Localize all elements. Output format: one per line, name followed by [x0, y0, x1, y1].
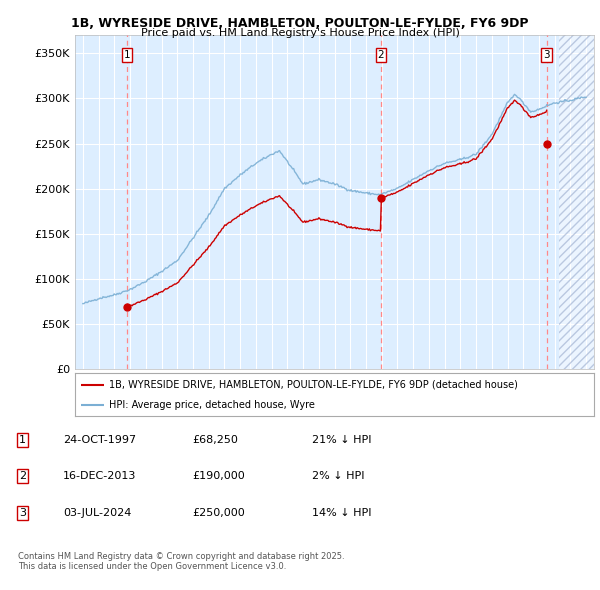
- Text: £190,000: £190,000: [192, 471, 245, 481]
- Text: 2% ↓ HPI: 2% ↓ HPI: [312, 471, 365, 481]
- Text: 03-JUL-2024: 03-JUL-2024: [63, 508, 131, 517]
- Text: 16-DEC-2013: 16-DEC-2013: [63, 471, 136, 481]
- Text: 2: 2: [19, 471, 26, 481]
- Text: 21% ↓ HPI: 21% ↓ HPI: [312, 435, 371, 444]
- Text: 3: 3: [544, 50, 550, 60]
- Text: 1B, WYRESIDE DRIVE, HAMBLETON, POULTON-LE-FYLDE, FY6 9DP: 1B, WYRESIDE DRIVE, HAMBLETON, POULTON-L…: [71, 17, 529, 30]
- Text: 24-OCT-1997: 24-OCT-1997: [63, 435, 136, 444]
- Text: 14% ↓ HPI: 14% ↓ HPI: [312, 508, 371, 517]
- Text: 3: 3: [19, 508, 26, 517]
- Text: £68,250: £68,250: [192, 435, 238, 444]
- Text: 1B, WYRESIDE DRIVE, HAMBLETON, POULTON-LE-FYLDE, FY6 9DP (detached house): 1B, WYRESIDE DRIVE, HAMBLETON, POULTON-L…: [109, 380, 518, 390]
- Text: Price paid vs. HM Land Registry's House Price Index (HPI): Price paid vs. HM Land Registry's House …: [140, 28, 460, 38]
- Text: Contains HM Land Registry data © Crown copyright and database right 2025.
This d: Contains HM Land Registry data © Crown c…: [18, 552, 344, 571]
- Text: 1: 1: [124, 50, 130, 60]
- Bar: [559, 35, 594, 369]
- Text: HPI: Average price, detached house, Wyre: HPI: Average price, detached house, Wyre: [109, 401, 314, 410]
- Text: 2: 2: [378, 50, 385, 60]
- Bar: [559, 35, 594, 369]
- Text: £250,000: £250,000: [192, 508, 245, 517]
- Text: 1: 1: [19, 435, 26, 444]
